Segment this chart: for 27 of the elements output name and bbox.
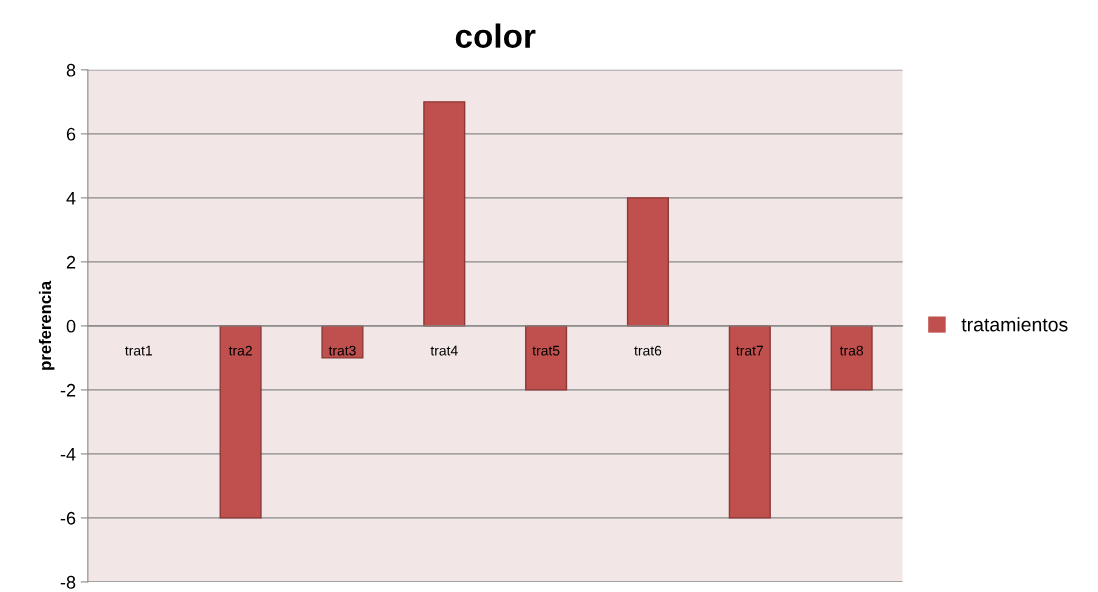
y-tick-label: 2 [66, 255, 76, 269]
y-tick-label: -6 [60, 511, 76, 525]
x-tick-label: trat1 [125, 345, 152, 356]
x-tick-label: trat6 [634, 345, 662, 356]
y-axis-title: preferencia [38, 280, 55, 370]
x-tick-label: trat7 [736, 345, 763, 356]
x-tick-label: trat4 [430, 345, 458, 356]
y-tick-label: -4 [60, 448, 76, 461]
x-tick-label: trat3 [328, 345, 356, 356]
bar [626, 197, 670, 327]
bar [830, 325, 873, 391]
y-tick-label: 6 [66, 127, 76, 141]
legend-label: tratamientos [961, 317, 1068, 332]
bar [525, 325, 568, 391]
y-tick-label: -2 [60, 383, 76, 397]
x-tick-label: tra2 [228, 345, 252, 356]
y-tick-label: 4 [66, 192, 76, 205]
chart-title: color [455, 23, 536, 48]
y-tick-label: 0 [66, 319, 76, 333]
x-tick-label: tra8 [839, 345, 863, 356]
bar [321, 325, 364, 359]
x-tick-label: trat5 [532, 345, 560, 356]
bar [219, 325, 262, 519]
bar [423, 101, 466, 327]
y-tick-label: -8 [60, 575, 76, 589]
y-tick-label: 8 [66, 63, 76, 77]
bar [728, 325, 771, 519]
